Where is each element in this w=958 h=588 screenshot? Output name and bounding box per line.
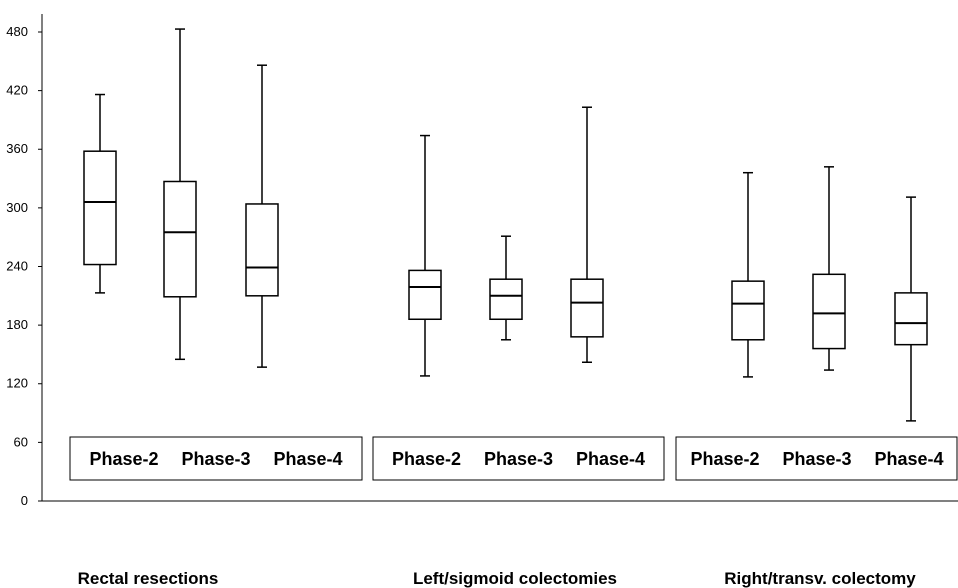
box-1-3: [245, 64, 279, 368]
y-tick-label: 0: [21, 493, 28, 508]
phase-label: Phase-3: [181, 449, 250, 469]
iqr-box: [731, 280, 765, 341]
iqr-box: [163, 180, 197, 298]
group-label-2: Left/sigmoid colectomies: [413, 569, 617, 588]
iqr-box: [83, 150, 117, 266]
box-3-3: [894, 196, 928, 422]
box-1-1: [83, 93, 117, 294]
phase-label: Phase-2: [89, 449, 158, 469]
box-3-1: [731, 171, 765, 378]
iqr-box: [408, 269, 442, 321]
phase-label-frame: [69, 436, 363, 481]
y-tick-label: 300: [6, 200, 28, 215]
y-tick-label: 180: [6, 317, 28, 332]
y-tick-label: 420: [6, 83, 28, 98]
group-label-1: Rectal resections: [78, 569, 219, 588]
y-tick-label: 360: [6, 141, 28, 156]
group-labels: Rectal resections Left/sigmoid colectomie…: [78, 569, 917, 588]
iqr-box: [489, 278, 523, 321]
box-3-2: [812, 166, 846, 371]
phase-label-box-3: Phase-2 Phase-3 Phase-4: [675, 436, 958, 481]
group-label-3: Right/transv. colectomy: [724, 569, 916, 588]
y-tick-label: 120: [6, 376, 28, 391]
box-2-3: [570, 106, 604, 364]
box-2-2: [489, 235, 523, 341]
phase-label-box-2: Phase-2 Phase-3 Phase-4: [372, 436, 665, 481]
iqr-box: [894, 292, 928, 346]
boxes: [83, 28, 928, 422]
box-1-2: [163, 28, 197, 361]
phase-label: Phase-4: [874, 449, 943, 469]
y-axis: 0 60 120 180 240 300 360 420 480: [6, 14, 958, 508]
phase-label-box-1: Phase-2 Phase-3 Phase-4: [69, 436, 363, 481]
y-tick-label: 60: [14, 434, 28, 449]
phase-label: Phase-2: [392, 449, 461, 469]
y-tick-label: 240: [6, 258, 28, 273]
phase-label: Phase-4: [273, 449, 342, 469]
iqr-box: [570, 278, 604, 338]
y-tick-label: 480: [6, 24, 28, 39]
iqr-box: [245, 203, 279, 297]
phase-label: Phase-3: [782, 449, 851, 469]
phase-label-frame: [372, 436, 665, 481]
box-2-1: [408, 134, 442, 377]
phase-label-boxes: Phase-2 Phase-3 Phase-4 Phase-2 Phase-3 Phase…: [69, 436, 958, 481]
phase-label-frame: [675, 436, 958, 481]
phase-label: Phase-2: [690, 449, 759, 469]
phase-label: Phase-3: [484, 449, 553, 469]
phase-label: Phase-4: [576, 449, 645, 469]
iqr-box: [812, 273, 846, 350]
